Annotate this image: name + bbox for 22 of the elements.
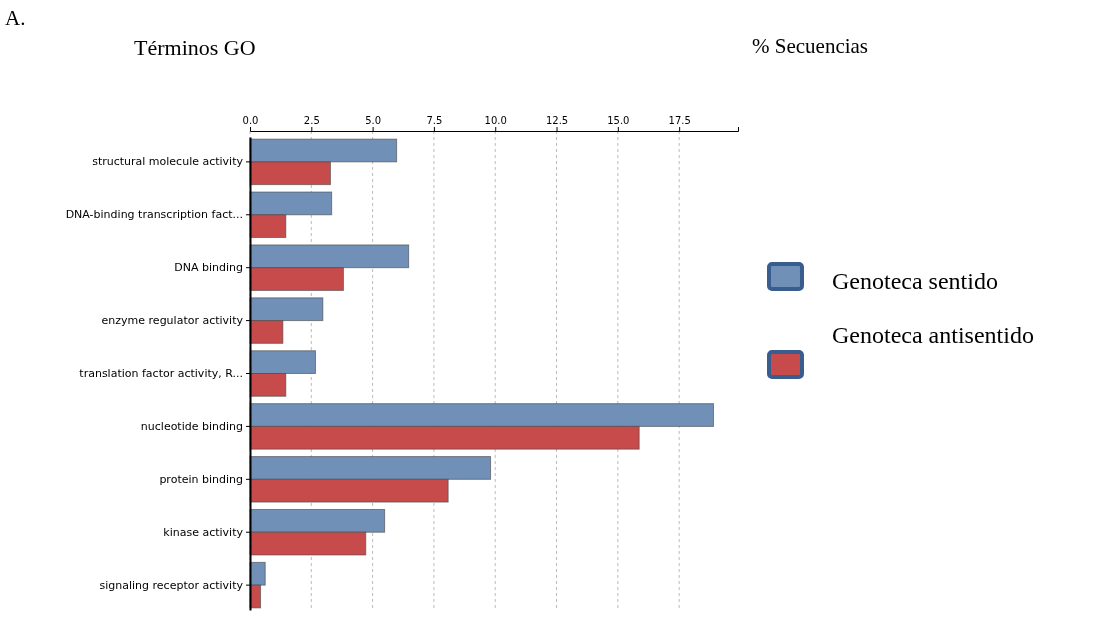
legend-label: Genoteca sentido bbox=[832, 268, 998, 294]
y-tick-label: kinase activity bbox=[163, 525, 244, 539]
y-tick-label: protein binding bbox=[159, 472, 243, 486]
y-axis-title: Términos GO bbox=[134, 35, 256, 60]
x-tick-label: 15.0 bbox=[607, 115, 630, 126]
x-tick-label: 12.5 bbox=[545, 115, 569, 126]
x-tick-label: 10.0 bbox=[484, 115, 507, 126]
text: Genoteca antisentido bbox=[832, 322, 1034, 348]
x-axis-title: % Secuencias bbox=[752, 34, 869, 58]
text: A. bbox=[5, 6, 26, 30]
y-tick-label: enzyme regulator activity bbox=[101, 314, 244, 328]
y-tick-label: signaling receptor activity bbox=[99, 578, 244, 592]
x-tick-label: 0.0 bbox=[242, 115, 259, 126]
x-tick-label: 5.0 bbox=[365, 115, 382, 126]
y-tick-label: nucleotide binding bbox=[140, 419, 243, 433]
x-tick-label: 17.5 bbox=[668, 115, 691, 126]
x-tick-label: 7.5 bbox=[426, 115, 443, 126]
x-tick-label: 2.5 bbox=[303, 115, 320, 126]
y-tick-label: DNA-binding transcription fact... bbox=[65, 208, 243, 222]
y-tick-label: structural molecule activity bbox=[92, 155, 244, 169]
y-tick-label: DNA binding bbox=[174, 261, 243, 275]
y-tick-label: translation factor activity, R... bbox=[79, 367, 243, 381]
